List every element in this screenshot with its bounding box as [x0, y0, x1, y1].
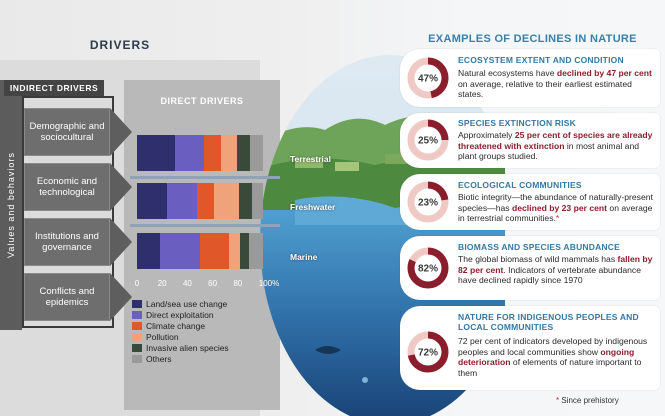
donut-percent-label: 23%: [418, 198, 438, 209]
legend-label: Land/sea use change: [146, 298, 228, 309]
indirect-drivers-header: INDIRECT DRIVERS: [4, 80, 104, 96]
bar-segment: [236, 135, 251, 171]
example-card-biomass: 82% BIOMASS AND SPECIES ABUNDANCE The gl…: [400, 236, 660, 300]
legend-item: Pollution: [132, 331, 262, 342]
legend-swatch: [132, 299, 142, 308]
card-heading: BIOMASS AND SPECIES ABUNDANCE: [458, 242, 620, 252]
bar-segment: [251, 183, 263, 219]
x-axis: 0 20 40 60 80 100%: [130, 279, 280, 291]
x-tick-label: 60: [208, 279, 218, 288]
bar-segment: [240, 233, 250, 269]
legend-swatch: [132, 343, 142, 352]
legend-item: Direct exploitation: [132, 309, 262, 320]
legend-item: Others: [132, 353, 262, 364]
legend-item: Invasive alien species: [132, 342, 262, 353]
x-tick-label: 80: [233, 279, 243, 288]
bar-terrestrial: [137, 135, 263, 171]
legend-label: Direct exploitation: [146, 309, 214, 320]
bar-segment: [199, 233, 229, 269]
direct-drivers-title: DIRECT DRIVERS: [160, 96, 244, 106]
bar-segment: [239, 183, 252, 219]
bar-segment: [137, 233, 160, 269]
indirect-driver-conflicts: Conflicts and epidemics: [24, 273, 110, 321]
percent-donut: 82%: [407, 247, 449, 289]
x-tick-label: 40: [182, 279, 192, 288]
donut-percent-label: 25%: [418, 136, 438, 147]
bar-segment: [250, 135, 263, 171]
donut-fill: [407, 181, 449, 223]
percent-donut: 23%: [407, 181, 449, 223]
legend-swatch: [132, 310, 142, 319]
bar-segment: [221, 135, 237, 171]
legend-swatch: [132, 332, 142, 341]
donut-fill: [407, 119, 449, 161]
donut-fill: [407, 57, 449, 99]
chart-legend: Land/sea use change Direct exploitation …: [132, 298, 262, 364]
bar-segment: [159, 233, 200, 269]
card-body: The global biomass of wild mammals has f…: [458, 254, 653, 285]
bar-segment: [174, 135, 204, 171]
indirect-driver-demographic: Demographic and sociocultural: [24, 108, 110, 156]
indirect-drivers-frame: [22, 96, 114, 328]
donut-fill: [407, 331, 449, 373]
card-heading: SPECIES EXTINCTION RISK: [458, 118, 576, 128]
legend-label: Others: [146, 353, 172, 364]
card-heading: ECOSYSTEM EXTENT AND CONDITION: [458, 55, 624, 65]
bar-segment: [249, 233, 263, 269]
card-body: Natural ecosystems have declined by 47 p…: [458, 68, 652, 99]
x-tick-label: 0: [134, 279, 140, 288]
legend-item: Land/sea use change: [132, 298, 262, 309]
values-behaviors-label: Values and behaviors: [6, 152, 16, 258]
legend-label: Pollution: [146, 331, 179, 342]
example-card-indigenous: 72% NATURE FOR INDIGENOUS PEOPLES AND LO…: [400, 306, 660, 390]
example-card-ecosystem: 47% ECOSYSTEM EXTENT AND CONDITION Natur…: [400, 49, 660, 107]
bar-segment: [228, 233, 241, 269]
bar-segment: [197, 183, 214, 219]
indirect-driver-economic: Economic and technological: [24, 163, 110, 211]
donut-percent-label: 47%: [418, 74, 438, 85]
card-body: Approximately 25 per cent of species are…: [458, 130, 653, 161]
card-heading: NATURE FOR INDIGENOUS PEOPLES AND LOCAL …: [458, 312, 639, 332]
realm-label-terrestrial: Terrestrial: [290, 154, 331, 164]
example-card-extinction: 25% SPECIES EXTINCTION RISK Approximatel…: [400, 113, 660, 168]
example-card-communities: 23% ECOLOGICAL COMMUNITIES Biotic integr…: [400, 174, 660, 230]
values-behaviors-strip: Values and behaviors: [0, 80, 22, 330]
percent-donut: 72%: [407, 331, 449, 373]
x-tick-label: 100%: [258, 279, 280, 288]
bar-freshwater: [137, 183, 263, 219]
bar-segment: [137, 135, 175, 171]
percent-donut: 47%: [407, 57, 449, 99]
card-body: Biotic integrity—the abundance of natura…: [458, 192, 653, 223]
bar-segment: [137, 183, 168, 219]
examples-title: EXAMPLES OF DECLINES IN NATURE: [428, 33, 637, 45]
bar-segment: [213, 183, 240, 219]
donut-fill: [407, 247, 449, 289]
legend-item: Climate change: [132, 320, 262, 331]
bar-segment: [203, 135, 222, 171]
donut-percent-label: 72%: [418, 348, 438, 359]
bar-divider: [130, 176, 280, 179]
legend-swatch: [132, 354, 142, 363]
card-heading: ECOLOGICAL COMMUNITIES: [458, 180, 582, 190]
indirect-driver-institutions: Institutions and governance: [24, 218, 110, 266]
percent-donut: 25%: [407, 119, 449, 161]
legend-label: Invasive alien species: [146, 342, 229, 353]
realm-label-marine: Marine: [290, 252, 318, 262]
drivers-title: DRIVERS: [89, 38, 151, 52]
legend-swatch: [132, 321, 142, 330]
footnote: * Since prehistory: [556, 396, 619, 405]
bar-marine: [137, 233, 263, 269]
card-body: 72 per cent of indicators developed by i…: [458, 336, 648, 378]
legend-label: Climate change: [146, 320, 206, 331]
bar-segment: [167, 183, 198, 219]
bar-divider: [130, 224, 280, 227]
donut-percent-label: 82%: [418, 264, 438, 275]
x-tick-label: 20: [157, 279, 167, 288]
realm-label-freshwater: Freshwater: [290, 202, 336, 212]
